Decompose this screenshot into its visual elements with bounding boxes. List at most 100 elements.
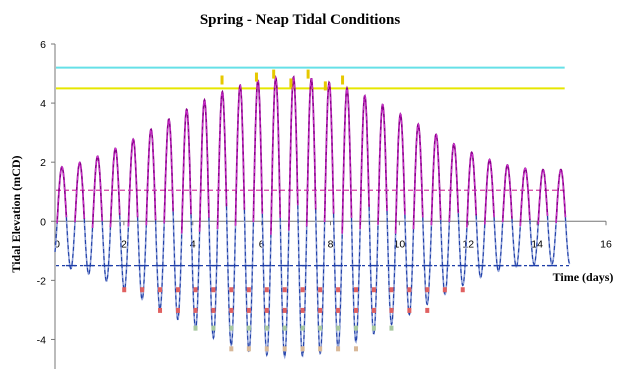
low-tide-dashed-line: [279, 217, 290, 359]
low-tide-marker: [246, 307, 251, 313]
low-tide-marker: [140, 287, 145, 293]
high-tide-dashed-line: [430, 133, 442, 226]
low-tide-marker: [353, 287, 358, 293]
low-tide-dashed-line: [155, 220, 165, 311]
low-tide-marker: [122, 287, 127, 293]
low-tide-dashed-line: [65, 217, 76, 270]
low-tide-marker: [425, 287, 430, 293]
x-tick-label: 0: [54, 238, 60, 250]
low-tide-marker: [175, 287, 180, 293]
high-tide-dashed-line: [306, 78, 317, 227]
chart-title: Spring - Neap Tidal Conditions: [200, 12, 401, 28]
high-tide-line: [341, 85, 353, 234]
high-tide-dashed-line: [555, 168, 566, 223]
x-tick-label: 16: [600, 238, 612, 250]
low-tide-line: [83, 218, 94, 276]
low-tide-marker: [336, 287, 341, 293]
high-tide-dashed-line: [127, 138, 139, 227]
high-tide-dashed-line: [359, 94, 370, 230]
low-tide-marker: [264, 325, 269, 331]
low-tide-dashed-line: [172, 211, 183, 320]
low-tide-marker: [318, 287, 323, 293]
low-tide-dashed-line: [422, 217, 432, 306]
low-tide-dashed-line: [564, 217, 571, 265]
low-tide-dashed-line: [368, 206, 379, 335]
low-tide-marker: [389, 325, 394, 331]
low-tide-dashed-line: [54, 223, 58, 252]
low-tide-marker: [158, 307, 163, 313]
low-tide-marker: [282, 307, 287, 313]
low-tide-line: [225, 206, 237, 347]
x-tick-label: 10: [394, 238, 406, 250]
low-tide-dashed-line: [119, 215, 129, 291]
low-tide-marker: [246, 287, 251, 293]
high-tide-line: [145, 127, 157, 226]
high-tide-dashed-line: [145, 128, 157, 226]
low-tide-marker: [371, 287, 376, 293]
low-tide-marker: [229, 346, 234, 352]
low-tide-marker: [193, 287, 198, 293]
high-tide-dashed-line: [288, 75, 299, 231]
low-tide-marker: [389, 307, 394, 313]
high-tide-dashed-line: [519, 167, 531, 227]
low-tide-marker: [371, 307, 376, 313]
low-tide-marker: [336, 307, 341, 313]
low-tide-marker: [460, 287, 465, 293]
low-tide-line: [350, 217, 361, 344]
high-tide-line: [377, 103, 388, 225]
x-tick-label: 6: [259, 238, 265, 250]
low-tide-marker: [211, 307, 216, 313]
low-tide-marker: [246, 325, 251, 331]
low-tide-marker: [389, 287, 394, 293]
high-tide-dashed-line: [216, 90, 228, 230]
low-tide-marker: [318, 325, 323, 331]
high-tide-dashed-line: [377, 103, 388, 225]
low-tide-marker: [353, 307, 358, 313]
low-tide-marker: [318, 307, 323, 313]
high-tide-line: [180, 108, 192, 234]
low-tide-marker: [211, 325, 216, 331]
low-tide-marker: [425, 307, 430, 313]
x-tick-label: 2: [121, 238, 127, 250]
low-tide-marker: [336, 346, 341, 352]
high-tide-line: [109, 147, 121, 228]
high-tide-line: [323, 80, 335, 223]
low-tide-marker: [300, 307, 305, 313]
low-tide-marker: [300, 346, 305, 352]
high-tide-dashed-line: [163, 118, 174, 224]
high-tide-dashed-line: [412, 123, 424, 230]
x-tick-label: 4: [190, 238, 196, 250]
low-tide-dashed-line: [404, 214, 415, 316]
low-tide-dashed-line: [511, 218, 521, 268]
x-axis-label: Time (days): [553, 270, 614, 284]
low-tide-dashed-line: [101, 221, 111, 282]
y-tick-label: 0: [40, 216, 46, 228]
low-tide-marker: [336, 325, 341, 331]
low-tide-marker: [229, 287, 234, 293]
y-tick-label: 6: [40, 39, 46, 51]
low-tide-marker: [300, 325, 305, 331]
low-tide-dashed-line: [493, 217, 504, 272]
low-tide-marker: [158, 287, 163, 293]
high-tide-line: [448, 142, 460, 223]
low-tide-dashed-line: [529, 220, 539, 266]
x-tick-label: 12: [462, 238, 474, 250]
y-tick-label: -2: [37, 275, 46, 287]
high-tide-dashed-line: [234, 84, 245, 226]
high-tide-dashed-line: [252, 79, 263, 223]
high-tide-dashed-line: [502, 164, 513, 223]
low-tide-marker: [264, 307, 269, 313]
low-tide-marker: [407, 307, 412, 313]
high-tide-line: [483, 158, 495, 225]
low-tide-marker: [353, 325, 358, 331]
high-tide-dashed-line: [484, 158, 495, 225]
low-tide-marker: [353, 346, 358, 352]
low-tide-marker: [211, 287, 216, 293]
high-tide-dashed-line: [466, 151, 477, 228]
low-tide-marker: [193, 307, 198, 313]
y-tick-label: 2: [40, 157, 46, 169]
low-tide-marker: [264, 346, 269, 352]
low-tide-dashed-line: [457, 213, 468, 287]
